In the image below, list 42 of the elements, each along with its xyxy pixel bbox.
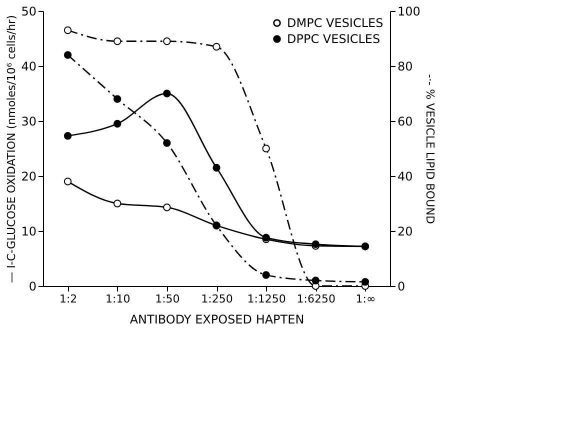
point bbox=[312, 276, 320, 284]
y-tick-label: 50 bbox=[21, 4, 36, 18]
x-tick-label: 1:∞ bbox=[356, 292, 376, 306]
point bbox=[163, 204, 171, 212]
y2-tick-label: 100 bbox=[398, 4, 420, 18]
point bbox=[212, 42, 220, 51]
y2-axis-title: -·- % VESICLE LIPID BOUND bbox=[423, 74, 436, 224]
point bbox=[212, 164, 220, 172]
y-tick-label: 0 bbox=[28, 280, 36, 294]
point bbox=[114, 120, 122, 128]
point bbox=[262, 271, 270, 279]
y-tick-label: 20 bbox=[21, 170, 36, 184]
x-tick-label: 1:1250 bbox=[247, 292, 286, 306]
point bbox=[262, 144, 270, 152]
legend-label: DPPC VESICLES bbox=[287, 32, 380, 46]
x-tick-label: 1:6250 bbox=[296, 292, 336, 306]
x-axis-title: ANTIBODY EXPOSED HAPTEN bbox=[130, 312, 304, 326]
point bbox=[64, 26, 72, 34]
point bbox=[114, 95, 122, 103]
x-tick-label: 1:250 bbox=[201, 292, 233, 306]
y-axis-title: — I-C-GLUCOSE OXIDATION (nmoles/10⁶ cells/hr) bbox=[5, 15, 18, 283]
y-tick-label: 10 bbox=[21, 224, 36, 238]
point bbox=[114, 200, 122, 208]
point bbox=[114, 37, 122, 46]
y2-tick-label: 40 bbox=[398, 170, 413, 184]
x-tick-label: 1:10 bbox=[106, 292, 130, 306]
x-tick-label: 1:50 bbox=[155, 292, 180, 306]
x-tick-label: 1:2 bbox=[59, 292, 78, 306]
point bbox=[163, 37, 171, 46]
y2-tick-label: 80 bbox=[398, 60, 413, 74]
point bbox=[163, 139, 171, 147]
legend-label: DMPC VESICLES bbox=[287, 16, 384, 30]
point bbox=[163, 90, 171, 98]
y2-tick-label: 60 bbox=[398, 114, 413, 128]
point bbox=[64, 178, 72, 186]
point bbox=[361, 278, 370, 286]
y-tick-label: 30 bbox=[21, 114, 36, 128]
point bbox=[64, 51, 72, 59]
y-tick-label: 40 bbox=[21, 60, 36, 74]
y2-tick-label: 0 bbox=[398, 280, 406, 294]
y2-tick-label: 20 bbox=[398, 224, 413, 238]
point bbox=[64, 132, 72, 140]
